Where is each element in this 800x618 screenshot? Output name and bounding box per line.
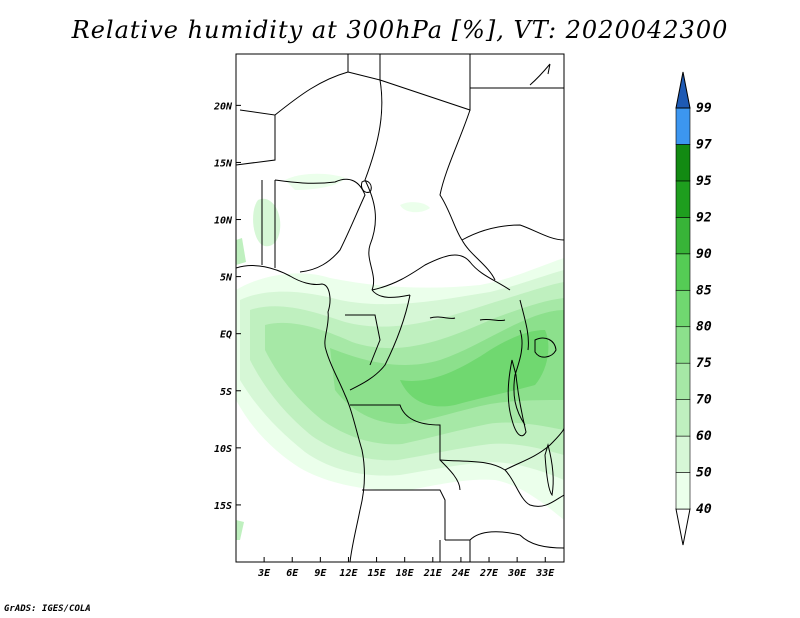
lake-chad [361,180,372,193]
lon-tick-label: 9E [314,568,327,579]
colorbar-swatch [675,107,691,145]
colorbar-swatch [675,362,691,400]
humidity-patch-ivory [236,238,246,265]
lon-tick-label: 21E [423,568,443,579]
lat-tick-label: 5N [220,273,233,284]
lon-tick-label: 27E [479,568,499,579]
colorbar-label: 99 [696,101,712,116]
coastline-west-africa [236,265,365,562]
lon-tick-label: 33E [535,568,555,579]
border-namibia-south [439,534,564,562]
lon-tick-label: 30E [507,568,527,579]
border-angola [350,404,521,541]
colorbar-label: 40 [696,502,712,517]
colorbar-lower-extension [675,508,691,546]
lat-tick-label: 15N [214,158,233,169]
lat-tick-label: 20N [213,101,233,112]
lake-tanganyika [507,359,527,437]
lon-tick-label: 18E [396,568,415,579]
border-zambia-tanzania [439,427,564,507]
border-sahara [236,54,564,166]
colorbar-swatch [675,399,691,437]
colorbar-swatch [675,217,691,255]
colorbar-upper-extension [675,71,691,109]
colorbar-label: 97 [696,137,712,152]
map-frame [235,53,565,563]
colorbar-label: 80 [696,320,712,335]
lake-malawi [544,443,554,497]
lake-victoria [534,337,557,358]
colorbar-swatch [675,144,691,182]
lon-tick-label: 12E [339,568,358,579]
colorbar-swatch [675,180,691,218]
longitude-axis: 3E 6E 9E 12E 15E 18E 21E 24E 27E 30E 33E [257,557,555,579]
lon-tick-label: 3E [257,568,271,579]
colorbar-label: 75 [696,356,712,371]
colorbar-swatch [675,326,691,364]
lon-tick-label: 6E [286,568,299,579]
humidity-region-80 [400,330,549,407]
latitude-axis: 20N 15N 10N 5N EQ 5S 10S 15S [213,101,241,512]
lat-tick-label: 15S [214,501,232,512]
lat-tick-label: 10S [214,444,232,455]
border-car [371,254,511,298]
lon-tick-label: 24E [451,568,471,579]
humidity-region-75 [330,310,564,425]
colorbar: 40 50 60 70 75 80 85 90 92 95 97 99 [675,71,712,546]
red-sea-coast [529,63,551,86]
colorbar-label: 70 [696,393,712,408]
map-title: Relative humidity at 300hPa [%], VT: 202… [71,16,729,44]
humidity-shading [236,173,564,540]
humidity-patch-north-3 [400,202,430,213]
lat-tick-label: EQ [220,330,232,341]
lat-tick-label: 10N [214,216,233,227]
humidity-patch-west [236,520,244,540]
border-nigeria [261,178,366,273]
colorbar-label: 90 [696,247,712,262]
colorbar-swatch [675,253,691,291]
coastline-east-africa [513,329,526,426]
colorbar-swatch [675,435,691,473]
border-chad [364,79,383,291]
colorbar-label: 60 [696,429,712,444]
colorbar-label: 85 [696,283,712,298]
lat-tick-label: 5S [220,387,232,398]
country-boundaries [236,54,564,562]
humidity-patch-north-2 [285,173,345,190]
grads-credit: GrADS: IGES/COLA [4,604,91,614]
colorbar-label: 92 [696,210,712,225]
border-sudan [439,109,564,281]
lon-tick-label: 15E [368,568,387,579]
colorbar-swatch [675,472,691,510]
colorbar-label: 95 [696,174,712,189]
humidity-patch-north [253,198,281,247]
colorbar-swatch [675,289,691,328]
border-congo-drc [345,294,529,391]
river-congo [429,316,506,322]
colorbar-label: 50 [696,466,712,481]
